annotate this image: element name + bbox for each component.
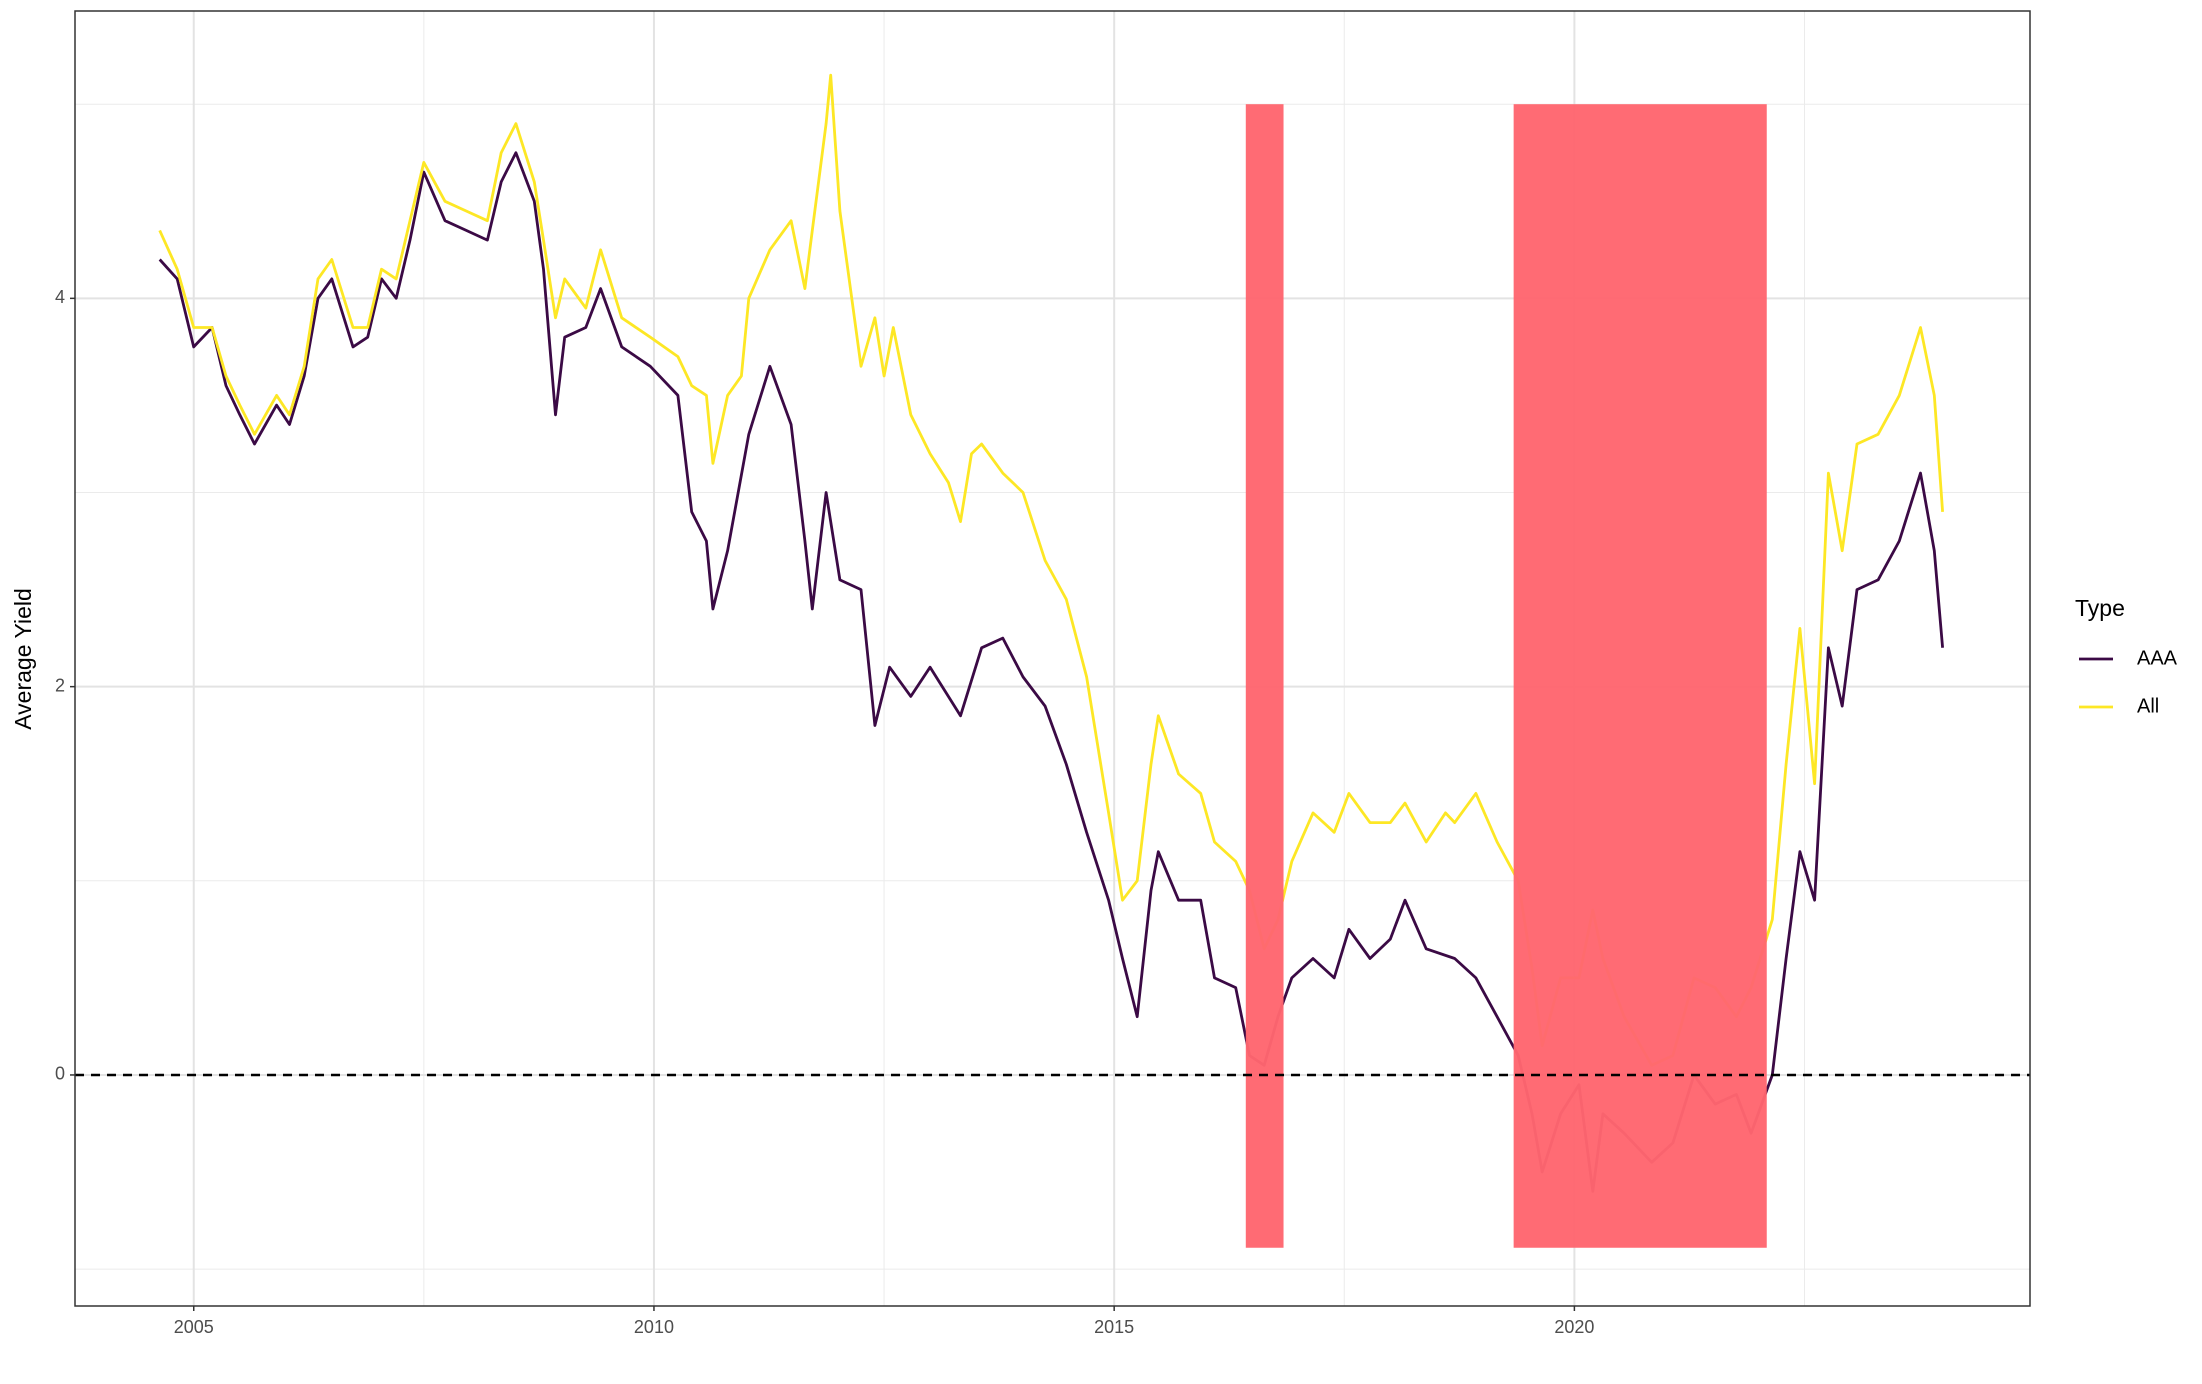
shaded-region — [1245, 104, 1284, 1248]
y-tick-label: 0 — [55, 1064, 65, 1084]
x-tick-label: 2010 — [634, 1317, 674, 1337]
legend-label: All — [2137, 695, 2159, 717]
legend-title: Type — [2075, 595, 2125, 621]
x-tick-label: 2020 — [1554, 1317, 1594, 1337]
shaded-region — [1513, 104, 1767, 1248]
y-tick-label: 4 — [55, 287, 65, 307]
x-tick-label: 2015 — [1094, 1317, 1134, 1337]
panel-border — [74, 10, 2031, 1307]
legend-label: AAA — [2137, 647, 2178, 669]
y-tick-label: 2 — [55, 675, 65, 695]
y-axis-label: Average Yield — [10, 588, 36, 730]
x-tick-label: 2005 — [174, 1317, 214, 1337]
